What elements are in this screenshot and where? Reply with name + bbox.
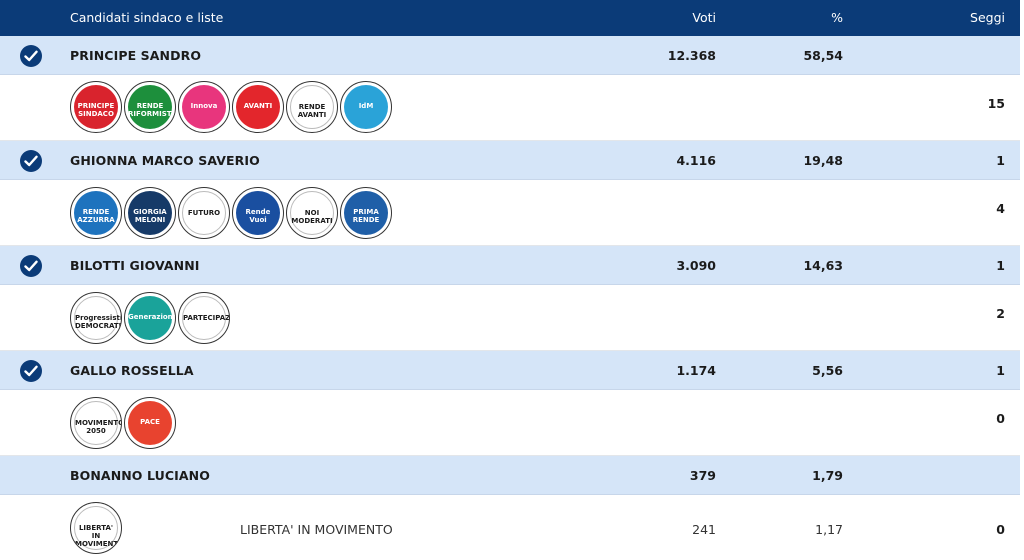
candidate-votes: 379 — [689, 468, 716, 483]
lists-row: LIBERTA' IN MOVIMENTO LIBERTA' IN MOVIME… — [0, 495, 1020, 560]
elected-check-icon — [20, 150, 42, 172]
candidate-row[interactable]: GALLO ROSSELLA 1.174 5,56 1 — [0, 351, 1020, 390]
list-percent: 1,17 — [815, 522, 843, 537]
candidate-votes: 3.090 — [676, 258, 716, 273]
lists-row: RENDE AZZURRA GIORGIA MELONI FUTURO Rende V… — [0, 180, 1020, 246]
elected-check-icon — [20, 360, 42, 382]
movimento-2050-logo: MOVIMENTO 2050 — [70, 397, 122, 449]
candidate-name: GALLO ROSSELLA — [70, 363, 194, 378]
candidate-percent: 19,48 — [803, 153, 843, 168]
candidate-percent: 14,63 — [803, 258, 843, 273]
candidate-percent: 58,54 — [803, 48, 843, 63]
futuro-logo: FUTURO — [178, 187, 230, 239]
lists-row: PRINCIPE SINDACO RENDE RIFORMISTA Innova AV… — [0, 75, 1020, 141]
list-seats: 0 — [996, 522, 1005, 537]
candidate-row[interactable]: GHIONNA MARCO SAVERIO 4.116 19,48 1 — [0, 141, 1020, 180]
candidate-votes: 4.116 — [676, 153, 716, 168]
rende-avanti-horse-logo: RENDE AVANTI — [286, 81, 338, 133]
elected-check-icon — [20, 45, 42, 67]
list-seats: 4 — [996, 201, 1005, 216]
innova-logo: Innova — [178, 81, 230, 133]
candidate-name: PRINCIPE SANDRO — [70, 48, 202, 63]
candidate-name: GHIONNA MARCO SAVERIO — [70, 153, 260, 168]
principe-sindaco-logo: PRINCIPE SINDACO — [70, 81, 122, 133]
candidate-seats: 1 — [996, 258, 1005, 273]
candidate-seats: 1 — [996, 363, 1005, 378]
idm-logo: IdM — [340, 81, 392, 133]
list-seats: 2 — [996, 306, 1005, 321]
elected-check-icon — [20, 255, 42, 277]
lists-row: MOVIMENTO 2050 PACE 0 — [0, 390, 1020, 456]
candidate-row[interactable]: PRINCIPE SANDRO 12.368 58,54 — [0, 36, 1020, 75]
list-seats: 15 — [987, 96, 1005, 111]
header-seats: Seggi — [970, 10, 1005, 25]
candidate-row[interactable]: BILOTTI GIOVANNI 3.090 14,63 1 — [0, 246, 1020, 285]
partecipazione-tree-logo: PARTECIPAZIONE — [178, 292, 230, 344]
list-votes: 241 — [692, 522, 716, 537]
avanti-rende-libera-logo: AVANTI — [232, 81, 284, 133]
candidate-seats: 1 — [996, 153, 1005, 168]
rende-nel-cuore-logo: Rende Vuoi — [232, 187, 284, 239]
rende-azzurra-logo: RENDE AZZURRA — [70, 187, 122, 239]
header-candidates: Candidati sindaco e liste — [70, 10, 224, 25]
candidate-name: BILOTTI GIOVANNI — [70, 258, 200, 273]
candidate-row[interactable]: BONANNO LUCIANO 379 1,79 — [0, 456, 1020, 495]
candidate-votes: 1.174 — [676, 363, 716, 378]
candidate-name: BONANNO LUCIANO — [70, 468, 210, 483]
candidate-percent: 5,56 — [812, 363, 843, 378]
table-header: Candidati sindaco e liste Voti % Seggi — [0, 0, 1020, 36]
generazione-logo: Generazione — [124, 292, 176, 344]
liberta-in-movimento-logo: LIBERTA' IN MOVIMENTO — [70, 502, 122, 554]
progressisti-democratici-logo: Progressisti DEMOCRATICI — [70, 292, 122, 344]
lists-row: Progressisti DEMOCRATICIGenerazionePARTE… — [0, 285, 1020, 351]
candidate-percent: 1,79 — [812, 468, 843, 483]
list-name: LIBERTA' IN MOVIMENTO — [240, 522, 393, 537]
noi-moderati-logo: NOI MODERATI — [286, 187, 338, 239]
rende-riformista-logo: RENDE RIFORMISTA — [124, 81, 176, 133]
fratelli-italia-logo: GIORGIA MELONI — [124, 187, 176, 239]
header-percent: % — [831, 10, 843, 25]
list-seats: 0 — [996, 411, 1005, 426]
candidate-votes: 12.368 — [667, 48, 716, 63]
sinistra-pace-logo: PACE — [124, 397, 176, 449]
header-votes: Voti — [692, 10, 716, 25]
prima-rende-logo: PRIMA RENDE — [340, 187, 392, 239]
